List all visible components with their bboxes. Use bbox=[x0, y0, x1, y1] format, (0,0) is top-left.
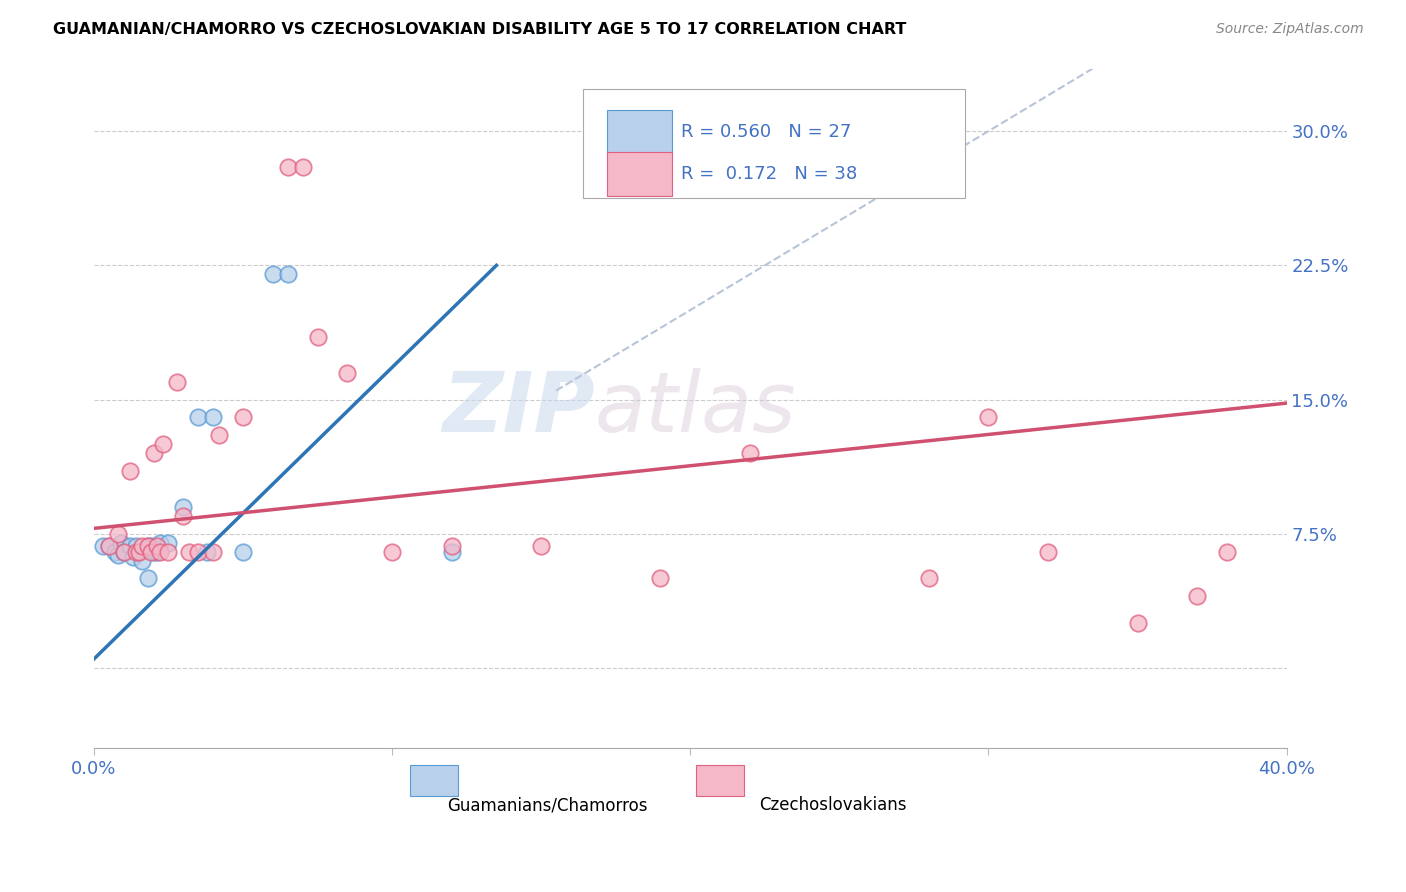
Point bbox=[121, 549, 143, 564]
Point bbox=[118, 539, 141, 553]
Point bbox=[142, 544, 165, 558]
Point bbox=[124, 539, 146, 553]
FancyBboxPatch shape bbox=[607, 110, 672, 154]
Point bbox=[530, 539, 553, 553]
Text: atlas: atlas bbox=[595, 368, 796, 449]
FancyBboxPatch shape bbox=[696, 765, 744, 796]
Point bbox=[291, 160, 314, 174]
Text: GUAMANIAN/CHAMORRO VS CZECHOSLOVAKIAN DISABILITY AGE 5 TO 17 CORRELATION CHART: GUAMANIAN/CHAMORRO VS CZECHOSLOVAKIAN DI… bbox=[53, 22, 907, 37]
Point bbox=[145, 544, 167, 558]
Text: R =  0.172   N = 38: R = 0.172 N = 38 bbox=[681, 165, 858, 183]
Point bbox=[202, 410, 225, 425]
Point bbox=[187, 410, 209, 425]
Point bbox=[381, 544, 404, 558]
Point bbox=[152, 437, 174, 451]
Point bbox=[139, 544, 162, 558]
Point bbox=[1216, 544, 1239, 558]
Point bbox=[107, 526, 129, 541]
Point bbox=[195, 544, 218, 558]
Point bbox=[136, 572, 159, 586]
Point bbox=[148, 535, 170, 549]
Point bbox=[131, 553, 153, 567]
Text: Guamanians/Chamorros: Guamanians/Chamorros bbox=[447, 796, 647, 814]
Point bbox=[440, 544, 463, 558]
Point bbox=[157, 544, 180, 558]
Point bbox=[128, 544, 150, 558]
Text: ZIP: ZIP bbox=[443, 368, 595, 449]
Point bbox=[208, 428, 231, 442]
FancyBboxPatch shape bbox=[411, 765, 458, 796]
Point bbox=[124, 544, 146, 558]
Point bbox=[136, 539, 159, 553]
FancyBboxPatch shape bbox=[607, 152, 672, 196]
Point bbox=[166, 375, 188, 389]
Point bbox=[136, 539, 159, 553]
Text: Source: ZipAtlas.com: Source: ZipAtlas.com bbox=[1216, 22, 1364, 37]
Point bbox=[104, 544, 127, 558]
Point bbox=[440, 539, 463, 553]
Point bbox=[187, 544, 209, 558]
Text: R = 0.560   N = 27: R = 0.560 N = 27 bbox=[681, 123, 851, 141]
Point bbox=[738, 446, 761, 460]
Point bbox=[91, 539, 114, 553]
Point bbox=[139, 539, 162, 553]
Point bbox=[142, 446, 165, 460]
Point bbox=[131, 539, 153, 553]
Point bbox=[232, 410, 254, 425]
Point bbox=[277, 160, 299, 174]
Point bbox=[918, 572, 941, 586]
Point bbox=[128, 544, 150, 558]
FancyBboxPatch shape bbox=[583, 89, 965, 198]
Point bbox=[112, 544, 135, 558]
Point bbox=[977, 410, 1000, 425]
Point bbox=[262, 268, 284, 282]
Point bbox=[277, 268, 299, 282]
Point bbox=[1185, 590, 1208, 604]
Point bbox=[179, 544, 201, 558]
Point bbox=[650, 572, 672, 586]
Point bbox=[202, 544, 225, 558]
Point bbox=[97, 539, 120, 553]
Point bbox=[1036, 544, 1059, 558]
Point bbox=[157, 535, 180, 549]
Point bbox=[110, 535, 132, 549]
Point bbox=[1126, 616, 1149, 631]
Point bbox=[97, 539, 120, 553]
Point bbox=[307, 330, 329, 344]
Point bbox=[336, 366, 359, 380]
Point bbox=[118, 464, 141, 478]
Point bbox=[107, 548, 129, 562]
Point bbox=[148, 544, 170, 558]
Point bbox=[145, 539, 167, 553]
Point bbox=[112, 544, 135, 558]
Point bbox=[918, 178, 941, 192]
Point bbox=[172, 500, 194, 514]
Text: Czechoslovakians: Czechoslovakians bbox=[759, 796, 907, 814]
Point bbox=[172, 508, 194, 523]
Point bbox=[232, 544, 254, 558]
